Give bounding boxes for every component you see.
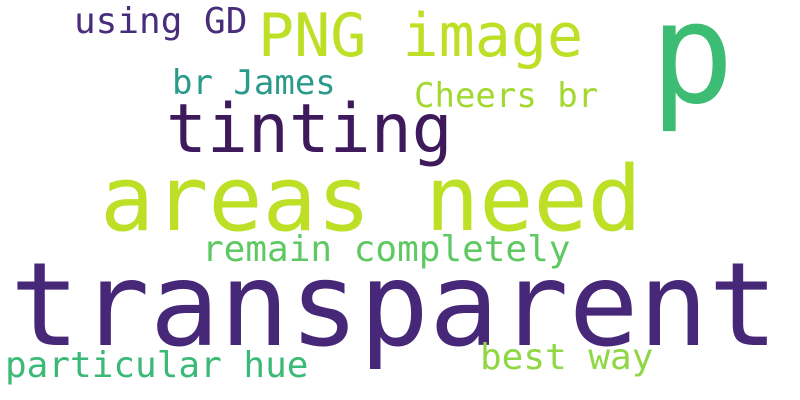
word-tinting: tinting	[166, 90, 453, 169]
word-particular-hue: particular hue	[5, 345, 309, 386]
word-best-way: best way	[480, 337, 654, 378]
word-cheers-br: Cheers br	[414, 76, 599, 116]
word-transparent: transparent	[10, 238, 779, 373]
word-p: p	[650, 0, 735, 136]
word-br-james: br James	[172, 63, 336, 103]
word-using-gd: using GD	[74, 1, 248, 42]
word-remain-completely: remain completely	[202, 229, 571, 270]
word-png-image: PNG image	[258, 1, 584, 71]
word-areas-need: areas need	[100, 147, 642, 252]
